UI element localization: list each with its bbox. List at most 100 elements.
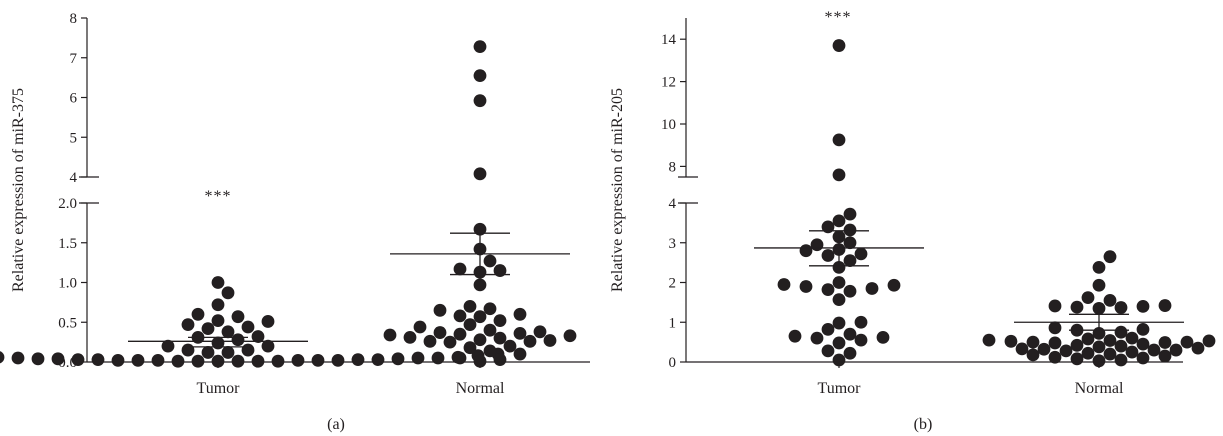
tumor-data-point bbox=[11, 351, 25, 365]
tumor-data-point bbox=[221, 325, 235, 339]
tumor-data-point bbox=[865, 282, 879, 295]
panel-a-category-normal: Normal bbox=[456, 380, 505, 397]
normal-data-point bbox=[1125, 331, 1139, 345]
tumor-data-point bbox=[181, 318, 195, 332]
y-tick-label: 8 bbox=[669, 159, 677, 175]
normal-data-point bbox=[1114, 339, 1128, 353]
panel-b-category-tumor: Tumor bbox=[818, 380, 862, 397]
normal-data-point bbox=[1081, 332, 1095, 346]
normal-data-point bbox=[1136, 299, 1150, 313]
normal-data-point bbox=[483, 323, 497, 337]
normal-data-point bbox=[1202, 334, 1216, 348]
tumor-data-point bbox=[832, 336, 846, 350]
tumor-data-point bbox=[854, 247, 868, 261]
normal-data-point bbox=[1103, 347, 1117, 361]
normal-data-point bbox=[1103, 334, 1117, 347]
normal-data-point bbox=[1169, 343, 1183, 357]
tumor-data-point bbox=[211, 298, 225, 312]
y-tick-label: 8 bbox=[70, 11, 78, 27]
tumor-data-point bbox=[411, 351, 425, 365]
y-tick-label: 1.0 bbox=[58, 276, 77, 292]
tumor-data-point bbox=[221, 286, 235, 300]
tumor-data-point bbox=[777, 278, 791, 291]
normal-data-point bbox=[982, 333, 996, 347]
normal-data-point bbox=[1092, 260, 1106, 274]
tumor-data-point bbox=[832, 168, 846, 182]
panel-b-category-normal: Normal bbox=[1075, 380, 1124, 397]
normal-data-point bbox=[1125, 345, 1139, 359]
normal-data-point bbox=[1114, 301, 1128, 314]
tumor-data-point bbox=[241, 320, 255, 334]
normal-data-point bbox=[1026, 335, 1040, 349]
normal-data-point bbox=[403, 330, 417, 344]
tumor-data-point bbox=[832, 260, 846, 274]
tumor-data-point bbox=[201, 322, 215, 336]
normal-data-point bbox=[1136, 323, 1150, 336]
normal-data-point bbox=[1158, 299, 1172, 312]
normal-data-point bbox=[1048, 350, 1062, 364]
normal-data-point bbox=[463, 299, 477, 313]
tumor-data-point bbox=[887, 278, 901, 292]
normal-data-point bbox=[483, 344, 497, 358]
normal-data-point bbox=[1103, 293, 1117, 307]
normal-data-point bbox=[1048, 321, 1062, 335]
normal-data-point bbox=[1070, 352, 1084, 366]
tumor-data-point bbox=[171, 354, 185, 368]
y-tick-label: 3 bbox=[669, 236, 677, 252]
y-tick-label: 6 bbox=[70, 91, 78, 107]
normal-data-point bbox=[463, 341, 477, 355]
tumor-data-point bbox=[371, 353, 385, 367]
tumor-data-point bbox=[799, 280, 813, 293]
tumor-data-point bbox=[351, 353, 365, 367]
y-tick-label: 4 bbox=[669, 196, 677, 212]
tumor-data-point bbox=[810, 331, 824, 345]
y-tick-label: 1 bbox=[669, 315, 677, 331]
tumor-data-point bbox=[51, 352, 65, 366]
tumor-data-point bbox=[291, 354, 305, 367]
tumor-data-point bbox=[0, 351, 5, 364]
normal-data-point bbox=[1070, 300, 1084, 314]
normal-data-point bbox=[443, 335, 457, 349]
normal-data-point bbox=[463, 318, 477, 332]
normal-data-point bbox=[423, 334, 437, 348]
normal-data-point bbox=[1092, 301, 1106, 315]
tumor-data-point bbox=[161, 339, 175, 353]
y-tick-label: 5 bbox=[70, 130, 78, 146]
normal-data-point bbox=[383, 328, 397, 342]
normal-data-point bbox=[1004, 334, 1018, 348]
normal-data-point bbox=[473, 94, 487, 108]
normal-data-point bbox=[1114, 353, 1128, 367]
tumor-data-point bbox=[821, 220, 835, 234]
panel-a: Relative expression of miR-375 Tumor Nor… bbox=[0, 11, 590, 433]
normal-data-point bbox=[1147, 343, 1161, 357]
normal-data-point bbox=[473, 354, 487, 368]
normal-data-point bbox=[1092, 354, 1106, 368]
normal-data-point bbox=[473, 333, 487, 347]
tumor-data-point bbox=[261, 315, 275, 328]
normal-data-point bbox=[1059, 344, 1073, 358]
normal-data-point bbox=[513, 347, 527, 361]
normal-data-point bbox=[1026, 348, 1040, 362]
normal-data-point bbox=[1092, 340, 1106, 354]
tumor-data-point bbox=[251, 330, 265, 343]
tumor-data-point bbox=[799, 244, 813, 258]
tumor-data-point bbox=[843, 236, 857, 250]
y-tick-label: 0 bbox=[669, 355, 677, 371]
normal-data-point bbox=[493, 314, 507, 328]
tumor-data-point bbox=[31, 352, 45, 366]
normal-data-point bbox=[1191, 341, 1205, 355]
normal-data-point bbox=[1136, 351, 1150, 365]
normal-data-point bbox=[433, 303, 447, 317]
normal-data-point bbox=[1103, 250, 1117, 264]
normal-data-point bbox=[513, 326, 527, 340]
tumor-data-point bbox=[331, 354, 345, 367]
normal-data-point bbox=[1048, 336, 1062, 350]
tumor-data-point bbox=[221, 346, 235, 359]
tumor-data-point bbox=[311, 354, 325, 367]
panel-b: Relative expression of miR-205 Tumor Nor… bbox=[609, 9, 1216, 433]
tumor-data-point bbox=[821, 323, 835, 336]
normal-data-point bbox=[1037, 342, 1051, 356]
y-tick-label: 0.5 bbox=[58, 315, 77, 331]
tumor-data-point bbox=[832, 214, 846, 228]
